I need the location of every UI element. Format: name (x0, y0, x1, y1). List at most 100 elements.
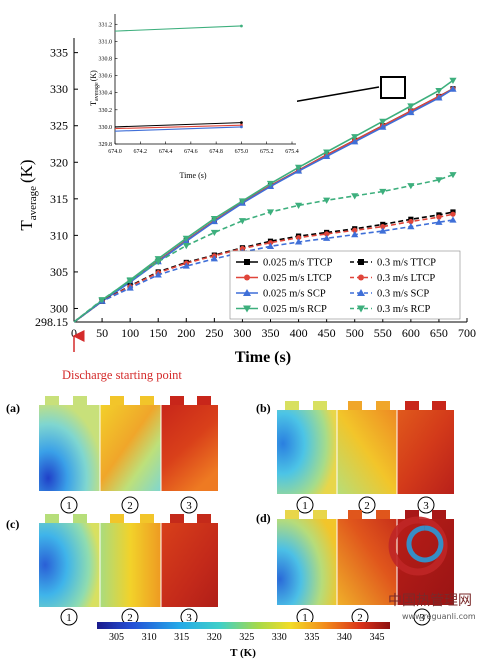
data-point (449, 172, 457, 179)
data-point (407, 103, 415, 110)
legend-label: 0.3 m/s RCP (377, 304, 431, 315)
data-point (408, 218, 414, 225)
legend-item: 0.3 m/s SCP (350, 289, 429, 300)
colorbar-gradient (97, 622, 390, 629)
cell-numbers: 1 2 3 (296, 496, 435, 514)
inset-x-tick-label: 674.6 (184, 149, 198, 155)
legend-marker (244, 274, 250, 281)
cell-2-heatmap (100, 405, 161, 491)
inset-data-point (240, 121, 243, 125)
tabs (45, 396, 211, 405)
x-tick-label: 650 (430, 326, 448, 340)
colorbar-tick-label: 330 (272, 632, 287, 643)
x-tick-label: 500 (346, 326, 364, 340)
data-point (210, 255, 218, 262)
legend-marker (243, 289, 251, 296)
main-series-group (73, 77, 457, 323)
data-point (295, 234, 302, 241)
data-point (266, 180, 275, 188)
data-point (154, 271, 162, 278)
data-point (239, 245, 246, 252)
data-point (238, 218, 247, 225)
y-axis-label: Taverage(K) (17, 159, 39, 230)
cell-1-heatmap (39, 523, 100, 607)
data-point (351, 193, 359, 200)
colorbar-ticks: 305 310 315 320 325 330 335 340 345 (109, 632, 384, 643)
x-tick-label: 600 (402, 326, 420, 340)
panel-a: (a) 1 2 3 (6, 396, 218, 514)
x-tick-label: 100 (121, 326, 139, 340)
colorbar-tick-label: 335 (304, 632, 319, 643)
cell-numbers: 1 2 3 (60, 608, 198, 626)
cell-1-heatmap (39, 405, 100, 491)
svg-text:1: 1 (302, 612, 308, 624)
data-point (266, 209, 275, 216)
series-0-3-m-s-scp (73, 216, 457, 323)
legend-label: 0.025 m/s RCP (263, 304, 327, 315)
series-line (73, 213, 454, 323)
data-point (407, 183, 415, 190)
data-point (379, 227, 387, 234)
series-line (73, 211, 454, 323)
data-point (407, 108, 415, 116)
x-tick-label: 550 (374, 326, 392, 340)
svg-text:3: 3 (186, 500, 192, 512)
data-point (266, 242, 275, 249)
svg-text:2: 2 (357, 612, 363, 624)
x-tick-label: 450 (318, 326, 336, 340)
legend-marker (357, 305, 365, 313)
legend-label: 0.025 m/s LTCP (263, 273, 332, 284)
data-point (98, 297, 106, 304)
main-line-chart: 0 50 100 150 200 250 300 350 400 450 500 550 600 650 7… (17, 38, 476, 382)
data-point (182, 243, 190, 250)
data-point (380, 224, 386, 230)
panel-label: (b) (256, 401, 271, 415)
legend-item: 0.025 m/s TTCP (236, 258, 333, 269)
inset-y-tick-label: 331.2 (99, 22, 113, 28)
inset-series-line (114, 126, 242, 132)
x-axis-label: Time (s) (235, 349, 291, 366)
data-point (435, 177, 443, 184)
svg-text:3: 3 (423, 500, 429, 512)
series-0-3-m-s-rcp (73, 172, 457, 323)
data-point (351, 134, 359, 141)
legend-marker (357, 289, 365, 296)
tabs (45, 514, 211, 523)
legend-item: 0.025 m/s LTCP (236, 273, 332, 284)
x-tick-label: 250 (205, 326, 223, 340)
inset-y-tick-label: 330.4 (99, 91, 113, 97)
data-point (324, 231, 330, 237)
data-point (379, 188, 387, 196)
inset-x-tick-label: 674.4 (159, 149, 173, 155)
inset-series-line (114, 124, 242, 130)
inset-x-tick-label: 675.0 (235, 149, 249, 155)
legend-item: 0.025 m/s SCP (236, 289, 326, 300)
data-point (210, 229, 218, 237)
y-tick-label: 325 (50, 119, 68, 133)
data-point (323, 234, 331, 241)
panel-label: (a) (6, 401, 20, 415)
panel-label: (d) (256, 511, 271, 525)
y-tick-label: 335 (50, 46, 68, 60)
data-point (435, 94, 443, 101)
inset-background (112, 14, 297, 154)
legend-label: 0.3 m/s SCP (377, 289, 429, 300)
discharge-start-annotation: Discharge starting point (62, 368, 182, 382)
y-tick-label: 310 (50, 228, 68, 242)
x-tick-label: 700 (458, 326, 476, 340)
data-point (294, 202, 303, 210)
cell-numbers: 1 2 3 (60, 496, 198, 514)
svg-text:1: 1 (66, 612, 72, 624)
data-point (435, 88, 443, 95)
zoom-box (380, 76, 406, 99)
main-tick-labels: 0 50 100 150 200 250 300 350 400 450 500 550 600 650 7… (35, 46, 476, 340)
legend-marker (358, 274, 364, 281)
panel-c: (c) 1 2 3 (6, 514, 218, 626)
inset-lines (114, 24, 243, 132)
cell-3-heatmap (397, 410, 454, 494)
data-point (294, 164, 303, 171)
legend-item: 0.3 m/s TTCP (350, 258, 436, 269)
data-point (210, 215, 218, 223)
legend-label: 0.3 m/s LTCP (377, 273, 435, 284)
data-point (182, 262, 190, 269)
